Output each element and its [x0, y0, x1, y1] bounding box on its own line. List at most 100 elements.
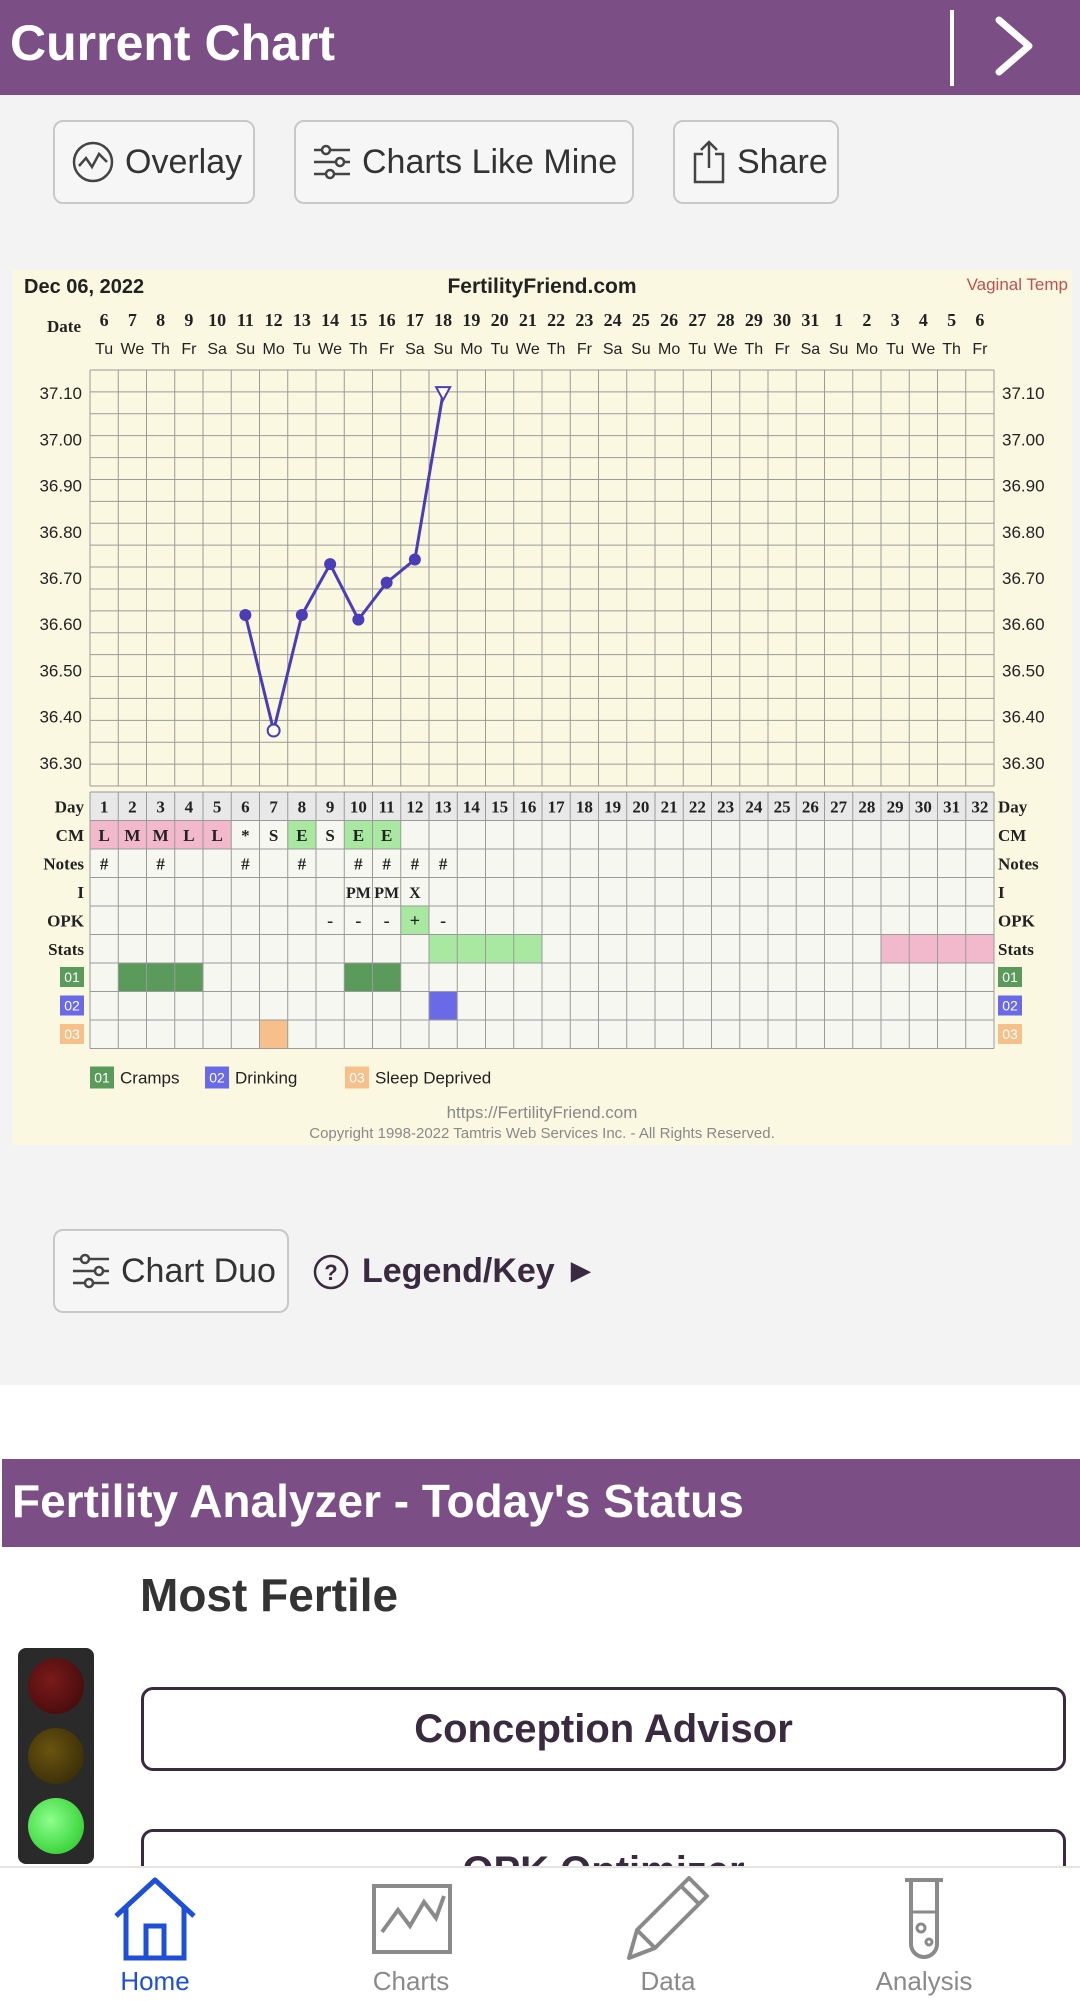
fertility-status: Most Fertile: [140, 1569, 399, 1621]
symptom-cramps-fill: [174, 963, 203, 992]
charts-like-mine-label: Charts Like Mine: [362, 142, 618, 181]
symptom-badge-s1: [998, 967, 1022, 987]
green-light: [28, 1798, 84, 1854]
legend-label: Cramps: [120, 1069, 180, 1088]
copyright-text: Copyright 1998-2022 Tamtris Web Services…: [309, 1125, 774, 1142]
chart-duo-button[interactable]: Chart Duo: [53, 1229, 289, 1313]
symptom-cramps-fill: [146, 963, 175, 992]
overlay-button[interactable]: Overlay: [53, 120, 255, 204]
nav-analysis-label: Analysis: [875, 1966, 973, 1996]
y-tick-label: 36.80: [39, 523, 82, 542]
weekday-cell: We: [516, 341, 540, 358]
cm-cell-fill: [203, 820, 232, 849]
symptom-badge-s3: [60, 1024, 84, 1044]
intercourse-cell: X: [409, 885, 421, 902]
legend-swatch-code: 03: [349, 1070, 365, 1086]
opk-cell: -: [384, 911, 390, 931]
date-cell: 20: [491, 310, 509, 330]
date-cell: 25: [632, 310, 650, 330]
nav-home-label: Home: [120, 1966, 190, 1996]
legend-key-link[interactable]: ? Legend/Key ►: [312, 1252, 598, 1291]
weekday-cell: Th: [151, 341, 170, 358]
notes-cell: #: [354, 855, 363, 874]
day-number-cell: 10: [350, 798, 367, 817]
date-cell: 31: [801, 310, 819, 330]
temperature-point: [295, 608, 308, 621]
home-icon: [114, 1877, 196, 1961]
svg-text:?: ?: [324, 1260, 337, 1285]
day-number-cell: 9: [326, 798, 335, 817]
weekday-cell: Th: [547, 341, 566, 358]
weekday-cell: We: [714, 341, 738, 358]
weekday-cell: Th: [349, 341, 368, 358]
symptom-cramps-fill: [118, 963, 147, 992]
symptom-badge-s2: [998, 995, 1022, 1016]
row-label-notes: Notes: [998, 855, 1039, 874]
nav-data[interactable]: Data: [568, 1868, 768, 2001]
intercourse-cell: PM: [346, 885, 371, 902]
y-tick-label: 37.10: [1002, 384, 1045, 403]
y-tick-label: 37.00: [1002, 430, 1045, 449]
weekday-cell: Fr: [577, 341, 593, 358]
next-chart-button[interactable]: [985, 8, 1045, 84]
day-number-cell: 22: [689, 798, 706, 817]
weekday-cell: Sa: [405, 341, 425, 358]
analyzer-header: [2, 1459, 1080, 1547]
sliders-icon: [314, 144, 350, 180]
conception-advisor-button[interactable]: Conception Advisor: [141, 1687, 1066, 1771]
row-label-opk: OPK: [998, 912, 1036, 931]
row-label-stats: Stats: [998, 940, 1034, 959]
cm-cell: L: [98, 826, 109, 845]
nav-charts[interactable]: Charts: [311, 1868, 511, 2001]
day-number-cell: 2: [128, 798, 137, 817]
date-cell: 13: [293, 310, 311, 330]
stats-period-fill: [909, 934, 938, 963]
notes-cell: #: [439, 855, 448, 874]
stats-fertile-fill: [457, 934, 486, 963]
cm-cell-fill: [344, 820, 373, 849]
day-number-cell: 11: [379, 798, 395, 817]
y-tick-label: 37.10: [39, 384, 82, 403]
nav-home[interactable]: Home: [55, 1868, 255, 2001]
day-number-cell: 29: [887, 798, 904, 817]
row-label-cm: CM: [998, 826, 1026, 845]
legend-label: Sleep Deprived: [375, 1069, 491, 1088]
chart-icon: [372, 1884, 452, 1954]
weekday-cell: Fr: [775, 341, 791, 358]
yellow-light: [28, 1728, 84, 1784]
weekday-cell: Su: [631, 341, 651, 358]
date-cell: 9: [184, 310, 193, 330]
date-cell: 11: [237, 310, 254, 330]
cm-cell-fill: [174, 820, 203, 849]
day-number-cell: 32: [971, 798, 988, 817]
symptom-badge-s1: [60, 967, 84, 987]
stats-fertile-fill: [513, 934, 542, 963]
opk-cell: +: [410, 911, 420, 931]
test-tube-icon: [905, 1878, 943, 1959]
cm-cell-fill: [372, 820, 401, 849]
date-cell: 16: [378, 310, 396, 330]
row-label-opk: OPK: [47, 912, 85, 931]
fertility-chart[interactable]: Dec 06, 2022 FertilityFriend.com Vaginal T…: [12, 270, 1072, 1145]
chart-date: Dec 06, 2022: [24, 276, 144, 298]
y-tick-label: 36.90: [1002, 477, 1045, 496]
day-number-cell: 14: [463, 798, 481, 817]
legend-swatch: [345, 1066, 369, 1089]
date-cell: 4: [919, 310, 928, 330]
share-icon: [693, 140, 725, 184]
date-cell: 6: [100, 310, 109, 330]
charts-like-mine-button[interactable]: Charts Like Mine: [294, 120, 634, 204]
symptom-badge-label: 03: [1002, 1026, 1018, 1042]
weekday-cell: Tu: [293, 341, 311, 358]
nav-analysis[interactable]: Analysis: [824, 1868, 1024, 2001]
cm-cell: L: [183, 826, 194, 845]
cm-cell-fill: [118, 820, 147, 849]
footer-url: https://FertilityFriend.com: [447, 1103, 638, 1122]
weekday-cell: Tu: [886, 341, 904, 358]
cm-cell: E: [353, 826, 364, 845]
share-button[interactable]: Share: [673, 120, 839, 204]
cm-cell: M: [124, 826, 140, 845]
date-cell: 8: [156, 310, 165, 330]
y-tick-label: 36.90: [39, 477, 82, 496]
day-number-cell: 6: [241, 798, 250, 817]
